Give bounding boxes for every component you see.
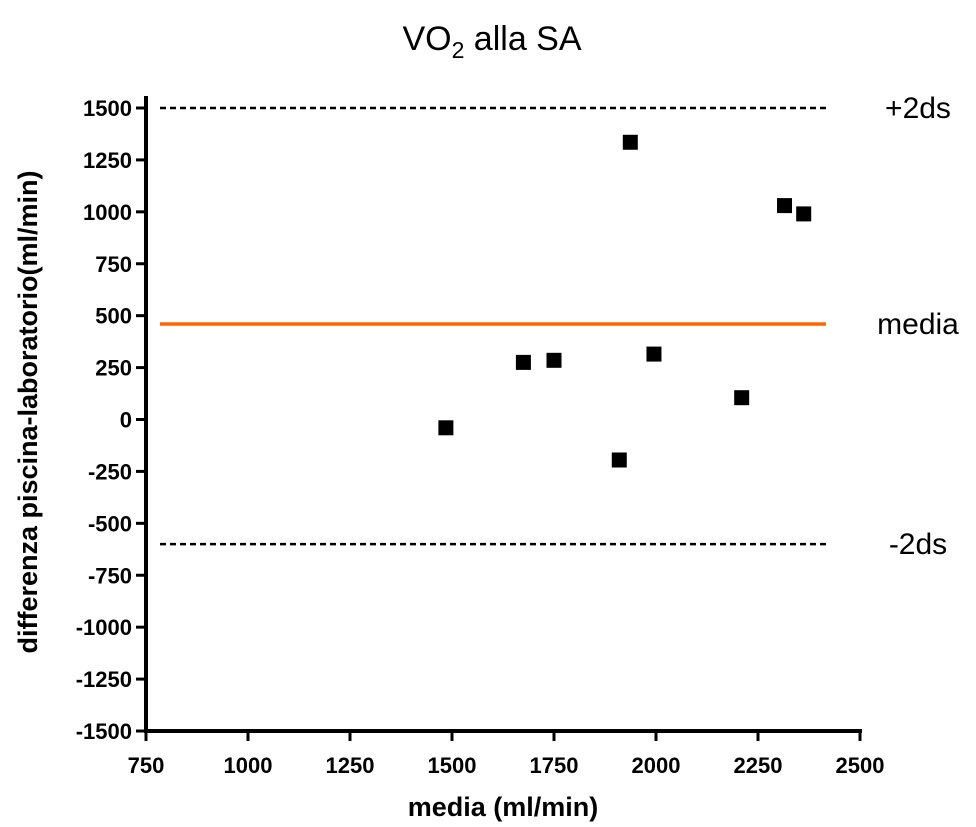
x-tick-label: 750 [128,753,165,778]
x-tick-label: 2500 [836,753,885,778]
x-tick-label: 2000 [632,753,681,778]
y-tick-label: -1500 [76,719,132,744]
y-tick-label: 0 [120,408,132,433]
x-tick-label: 2250 [734,753,783,778]
y-tick-label: 1250 [83,148,132,173]
chart-title-main: VO [402,20,451,58]
data-point [646,346,662,362]
reference-label-plusminus-2ds: +2ds [885,92,951,125]
y-tick-label: -1250 [76,667,132,692]
data-point [546,352,562,368]
axes: 1500125010007505002500-250-500-750-1000-… [76,96,885,778]
data-point [796,206,812,222]
y-tick-label: -1000 [76,615,132,640]
data-point [622,134,638,150]
x-tick-label: 1500 [428,753,477,778]
y-axis-label: differenza piscina-laboratorio(ml/min) [13,170,43,653]
y-tick-label: 1000 [83,200,132,225]
reference-label-minus-2ds: -2ds [889,528,947,561]
y-tick-label: 250 [95,356,132,381]
y-tick-label: -750 [88,563,132,588]
data-point [438,420,454,436]
chart-title: VO2 alla SA [402,20,581,63]
data-point [777,198,793,214]
y-tick-label: -500 [88,511,132,536]
data-point [734,390,750,406]
y-tick-label: 1500 [83,96,132,121]
y-tick-label: -250 [88,459,132,484]
reference-label-media: media [877,308,959,341]
x-axis-label: media (ml/min) [408,792,599,822]
data-points [438,134,812,468]
chart-title-subscript: 2 [452,37,465,63]
y-tick-label: 500 [95,304,132,329]
reference-lines: +2ds media -2ds [160,92,959,561]
x-tick-label: 1750 [530,753,579,778]
chart-title-rest: alla SA [464,20,581,58]
x-tick-label: 1000 [224,753,273,778]
data-point [515,354,531,370]
data-point [611,452,627,468]
x-tick-label: 1250 [326,753,375,778]
y-tick-label: 750 [95,252,132,277]
